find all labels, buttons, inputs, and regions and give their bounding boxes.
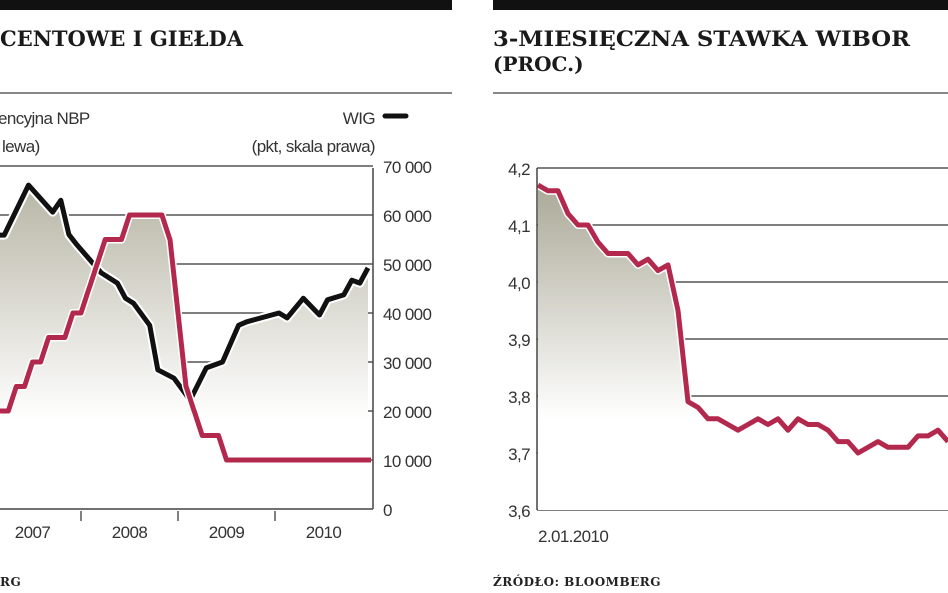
legend-rate-label: encyjna NBP bbox=[0, 109, 90, 128]
y-right-tick-label: 60 000 bbox=[383, 207, 432, 226]
right-source: ŹRÓDŁO: BLOOMBERG bbox=[493, 573, 661, 589]
header-rule bbox=[493, 92, 948, 94]
legend-wig-sublabel: (pkt, skala prawa) bbox=[252, 137, 375, 156]
y-right-tick-label: 20 000 bbox=[383, 403, 432, 422]
legend-wig-label: WIG bbox=[343, 109, 375, 128]
right-title: 3-MIESIĘCZNA STAWKA WIBOR bbox=[493, 26, 911, 51]
left-panel: CENTOWE I GIEŁDA encyjna NBP lewa) WIG (… bbox=[0, 0, 452, 589]
top-bar bbox=[493, 0, 948, 10]
y-tick-label: 4,1 bbox=[508, 217, 530, 236]
header-rule bbox=[0, 92, 452, 94]
y-right-tick-label: 70 000 bbox=[383, 158, 432, 177]
wig-line bbox=[0, 182, 371, 403]
y-tick-label: 4,2 bbox=[508, 160, 530, 179]
top-bar bbox=[0, 0, 452, 10]
wibor-area bbox=[538, 185, 948, 510]
right-panel: 3-MIESIĘCZNA STAWKA WIBOR (PROC.) 3,6 3,7… bbox=[493, 0, 948, 589]
rate-line bbox=[0, 212, 371, 463]
x-start-label: 2.01.2010 bbox=[538, 527, 608, 546]
y-right-tick-label: 10 000 bbox=[383, 452, 432, 471]
x-tick-label: 2010 bbox=[306, 523, 342, 542]
y-tick-label: 4,0 bbox=[508, 274, 530, 293]
left-title: CENTOWE I GIEŁDA bbox=[0, 26, 244, 51]
y-tick-label: 3,6 bbox=[508, 502, 530, 521]
x-tick-label: 2008 bbox=[112, 523, 148, 542]
y-right-tick-label: 30 000 bbox=[383, 354, 432, 373]
right-subtitle: (PROC.) bbox=[493, 52, 584, 76]
y-right-tick-label: 0 bbox=[383, 501, 392, 520]
y-right-tick-label: 40 000 bbox=[383, 305, 432, 324]
y-tick-label: 3,8 bbox=[508, 388, 530, 407]
y-tick-label: 3,7 bbox=[508, 445, 530, 464]
y-tick-label: 3,9 bbox=[508, 331, 530, 350]
y-right-tick-label: 50 000 bbox=[383, 256, 432, 275]
wibor-line bbox=[537, 182, 948, 456]
x-tick-label: 2009 bbox=[209, 523, 245, 542]
left-source: RG bbox=[0, 575, 21, 589]
x-tick-label: 2007 bbox=[15, 523, 51, 542]
legend-rate-sublabel: lewa) bbox=[2, 137, 40, 156]
